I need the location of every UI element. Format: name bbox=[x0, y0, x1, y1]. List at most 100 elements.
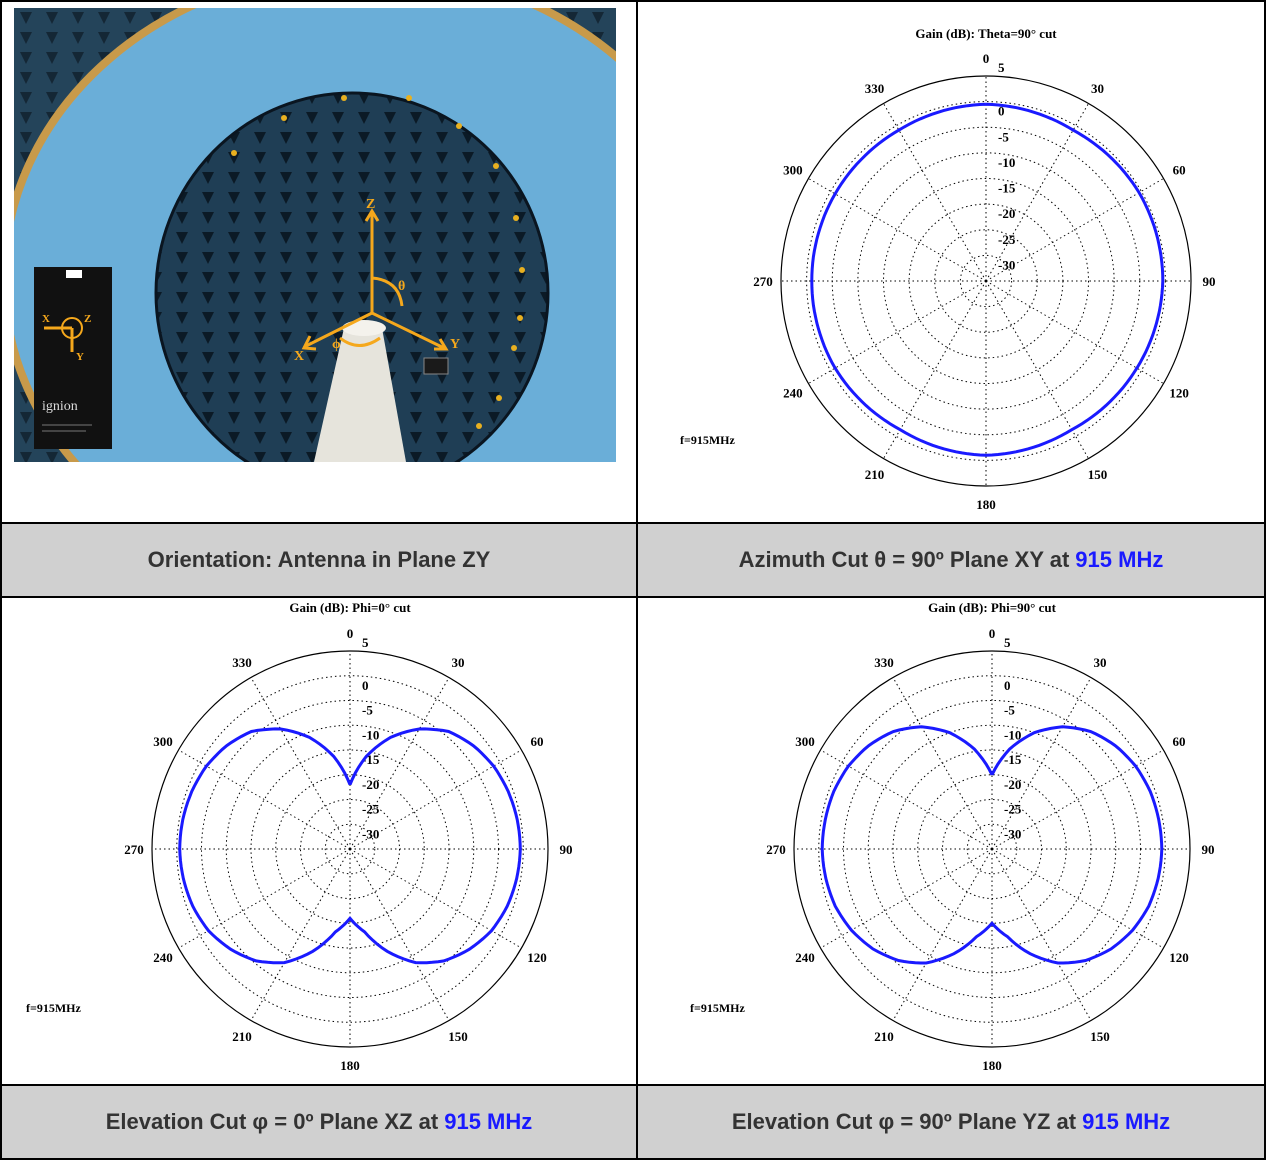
radial-tick-label: -15 bbox=[1004, 752, 1022, 767]
polar-spoke bbox=[349, 848, 522, 949]
polar-grid-circle bbox=[818, 675, 1166, 1023]
polar-spoke bbox=[178, 749, 351, 850]
radial-tick-label: 5 bbox=[362, 635, 369, 650]
angle-label: 90 bbox=[1202, 842, 1215, 857]
evaluation-board: X Z Y ignion bbox=[34, 267, 112, 449]
angle-label: 150 bbox=[1090, 1029, 1110, 1044]
table-divider-3 bbox=[0, 1084, 1266, 1086]
polar-grid-circle bbox=[959, 254, 1013, 308]
caption-elevation-phi90: Elevation Cut φ = 90º Plane YZ at 915 MH… bbox=[638, 1086, 1264, 1158]
caption-orientation-text: Orientation: Antenna in Plane ZY bbox=[147, 547, 491, 572]
polar-outer-circle bbox=[780, 75, 1192, 487]
angle-label: 120 bbox=[1169, 386, 1189, 401]
polar-grid-circle bbox=[966, 823, 1018, 875]
table-divider-vertical bbox=[636, 0, 638, 1160]
chart-title: Gain (dB): Phi=0° cut bbox=[289, 600, 411, 615]
board-axis-x: X bbox=[42, 313, 50, 325]
angle-label: 30 bbox=[1094, 655, 1107, 670]
table-border-left bbox=[0, 0, 2, 1160]
radial-tick-label: -30 bbox=[1004, 826, 1021, 841]
radial-tick-label: 0 bbox=[998, 104, 1005, 119]
radial-tick-label: 0 bbox=[362, 678, 369, 693]
angle-label: 330 bbox=[232, 655, 252, 670]
radial-tick-label: -20 bbox=[1004, 777, 1021, 792]
polar-grid-circle bbox=[806, 101, 1166, 461]
radial-tick-label: -25 bbox=[362, 802, 380, 817]
angle-label: 120 bbox=[1169, 950, 1189, 965]
caption-azimuth-freq: 915 MHz bbox=[1075, 547, 1164, 572]
angle-label: 30 bbox=[1091, 81, 1104, 96]
photo-axis-y: Y bbox=[450, 337, 460, 352]
polar-spoke bbox=[985, 280, 1089, 459]
angle-label: 330 bbox=[865, 81, 885, 96]
radial-tick-label: -25 bbox=[998, 232, 1016, 247]
angle-label: 180 bbox=[976, 497, 996, 512]
polar-spoke bbox=[349, 848, 450, 1021]
angle-label: 210 bbox=[874, 1029, 894, 1044]
polar-grid-circle bbox=[867, 724, 1117, 974]
polar-grid-circle bbox=[934, 229, 1038, 333]
caption-orientation: Orientation: Antenna in Plane ZY bbox=[2, 524, 636, 596]
photo-axis-z: Z bbox=[366, 197, 375, 212]
caption-azimuth: Azimuth Cut θ = 90º Plane XY at 915 MHz bbox=[638, 524, 1264, 596]
radial-tick-label: 0 bbox=[1004, 678, 1011, 693]
angle-label: 0 bbox=[989, 626, 996, 641]
board-brand: ignion bbox=[42, 399, 78, 414]
angle-label: 180 bbox=[982, 1058, 1002, 1073]
radial-tick-label: 5 bbox=[998, 60, 1005, 75]
freq-label: f=915MHz bbox=[690, 1001, 745, 1015]
angle-label: 0 bbox=[983, 51, 990, 66]
radial-tick-label: -5 bbox=[362, 703, 373, 718]
angle-label: 300 bbox=[783, 163, 803, 178]
polar-outer-circle bbox=[151, 650, 549, 1048]
chart-title: Gain (dB): Phi=90° cut bbox=[928, 600, 1056, 615]
anechoic-chamber-photo: Z Y X θ ϕ X Z Y bbox=[14, 8, 616, 462]
polar-grid-circle bbox=[883, 178, 1089, 384]
freq-label: f=915MHz bbox=[26, 1001, 81, 1015]
angle-label: 60 bbox=[1173, 163, 1186, 178]
table-border-top bbox=[0, 0, 1266, 2]
angle-label: 30 bbox=[452, 655, 465, 670]
polar-grid-circle bbox=[275, 774, 425, 924]
caption-azimuth-text: Azimuth Cut θ = 90º Plane XY at bbox=[738, 547, 1070, 572]
table-divider-1 bbox=[0, 522, 1266, 524]
radial-tick-label: -30 bbox=[998, 257, 1015, 272]
angle-label: 270 bbox=[753, 274, 773, 289]
radial-tick-label: -25 bbox=[1004, 802, 1022, 817]
polar-spoke bbox=[991, 848, 1164, 949]
polar-spoke bbox=[820, 848, 993, 949]
angle-label: 240 bbox=[783, 386, 803, 401]
board-axis-z: Z bbox=[84, 313, 91, 325]
angle-label: 300 bbox=[153, 734, 173, 749]
photo-axis-phi: ϕ bbox=[332, 337, 341, 352]
polar-spoke bbox=[892, 677, 993, 850]
table-border-bottom bbox=[0, 1158, 1266, 1160]
gain-trace bbox=[820, 725, 1164, 965]
radial-tick-label: -30 bbox=[362, 826, 379, 841]
radial-tick-label: -5 bbox=[1004, 703, 1015, 718]
caption-elevation-phi0: Elevation Cut φ = 0º Plane XZ at 915 MHz bbox=[2, 1086, 636, 1158]
polar-spoke bbox=[883, 280, 987, 459]
angle-label: 60 bbox=[531, 734, 544, 749]
elevation-phi0-polar-chart: Gain (dB): Phi=0° cut 0 30 60 90 120 150 180 210… bbox=[26, 600, 573, 1073]
polar-grid-circle bbox=[917, 774, 1067, 924]
radial-tick-label: -10 bbox=[1004, 727, 1021, 742]
polar-grid-circle bbox=[176, 675, 524, 1023]
angle-label: 150 bbox=[448, 1029, 468, 1044]
table-divider-2 bbox=[0, 596, 1266, 598]
caption-elevation-phi90-freq: 915 MHz bbox=[1082, 1109, 1171, 1134]
azimuth-polar-chart: Gain (dB): Theta=90° cut 0 30 60 90 120 150 180… bbox=[680, 26, 1216, 512]
radial-tick-label: -20 bbox=[362, 777, 379, 792]
polar-spoke bbox=[820, 749, 993, 850]
polar-spoke bbox=[250, 677, 351, 850]
angle-label: 180 bbox=[340, 1058, 360, 1073]
angle-label: 120 bbox=[527, 950, 547, 965]
gain-trace bbox=[178, 727, 522, 965]
polar-spoke bbox=[178, 848, 351, 949]
radial-tick-label: -20 bbox=[998, 206, 1015, 221]
radial-tick-label: -15 bbox=[998, 181, 1016, 196]
polar-grid-circle bbox=[324, 823, 376, 875]
caption-elevation-phi0-freq: 915 MHz bbox=[444, 1109, 533, 1134]
elevation-phi90-polar-chart: Gain (dB): Phi=90° cut 0 30 60 90 120 150 180 21… bbox=[690, 600, 1215, 1073]
